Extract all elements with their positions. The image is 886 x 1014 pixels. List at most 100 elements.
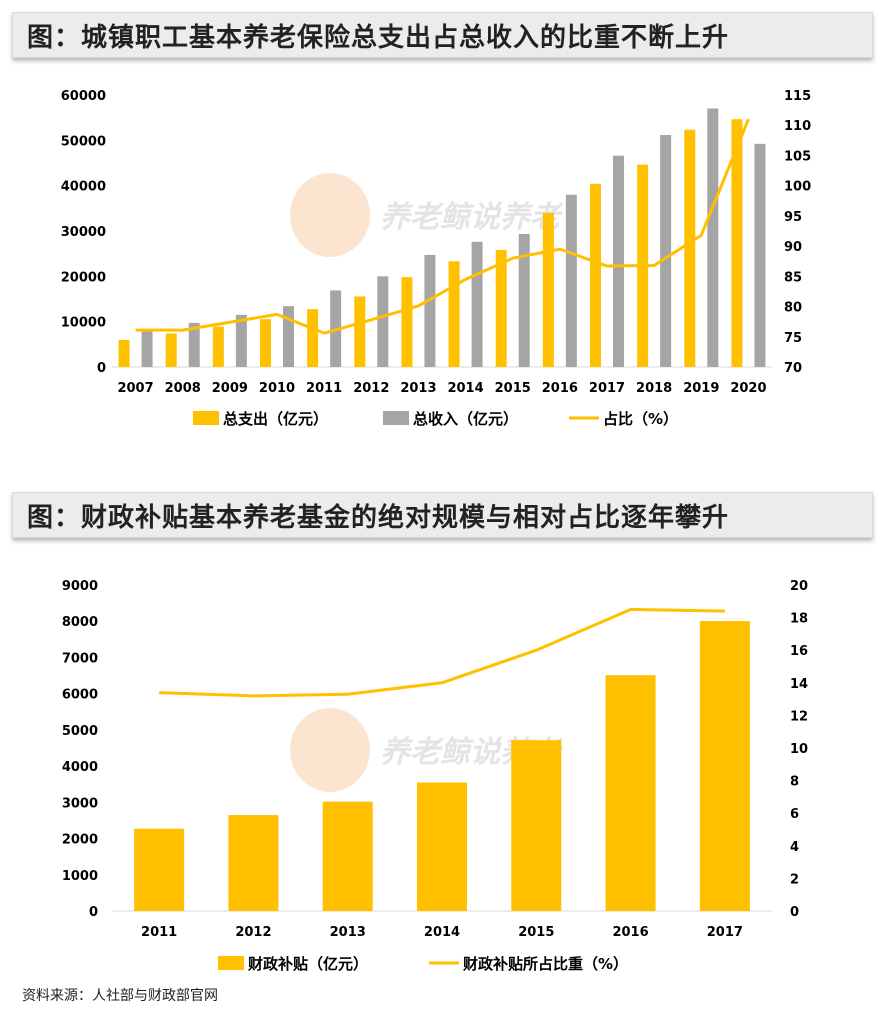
chart1-line-series (135, 118, 750, 335)
chart2-title: 图：财政补贴基本养老基金的绝对规模与相对占比逐年攀升 (27, 502, 730, 533)
chart1-x-tick-label: 2012 (353, 381, 389, 396)
chart1-right-tick-label: 115 (784, 89, 811, 104)
chart1-x-tick-label: 2008 (165, 381, 201, 396)
chart1-bar-secondary (707, 108, 719, 368)
chart2-right-tick-label: 16 (790, 644, 808, 659)
chart1-left-tick-label: 50000 (61, 134, 106, 149)
chart1-right-tick-label: 100 (784, 180, 811, 195)
chart1-bar-secondary (754, 143, 766, 367)
chart1-x-tick-label: 2014 (447, 381, 483, 396)
chart1-title: 图：城镇职工基本养老保险总支出占总收入的比重不断上升 (27, 22, 730, 53)
chart2-left-tick-label: 4000 (62, 760, 98, 775)
chart2-right-tick-label: 14 (790, 677, 808, 692)
chart1-bar-secondary (565, 194, 577, 367)
chart2-x-tick-label: 2014 (424, 925, 460, 940)
chart1-x-tick-label: 2010 (259, 381, 295, 396)
chart2-title-bar: 图：财政补贴基本养老基金的绝对规模与相对占比逐年攀升 (12, 492, 873, 538)
chart2-right-tick-label: 8 (790, 775, 799, 790)
chart1-bar-primary (401, 277, 413, 367)
chart1-right-tick-label: 95 (784, 210, 802, 225)
chart1-title-bar: 图：城镇职工基本养老保险总支出占总收入的比重不断上升 (12, 12, 873, 58)
chart1-bar-secondary (660, 135, 672, 367)
chart2-legend-label: 财政补贴（亿元） (248, 955, 368, 973)
chart1-bar-secondary (613, 155, 624, 367)
chart1-right-tick-label: 110 (784, 119, 811, 134)
chart2-right-tick-label: 18 (790, 612, 808, 627)
chart2-x-tick-label: 2017 (707, 925, 743, 940)
chart2-line-series (159, 607, 725, 698)
chart2-bar-primary (511, 740, 562, 911)
chart1-x-tick-label: 2018 (636, 381, 672, 396)
chart1-bar-primary (165, 333, 177, 367)
chart1-x-tick-label: 2011 (306, 381, 342, 396)
chart1-bar-secondary (283, 306, 294, 367)
chart1-bar-secondary (235, 314, 247, 367)
chart1-legend-swatch (383, 411, 409, 425)
chart1-right-tick-label: 105 (784, 149, 811, 164)
chart1-x-tick-label: 2017 (589, 381, 625, 396)
chart1-legend-swatch (193, 411, 219, 425)
chart1-legend-label: 总支出（亿元） (223, 410, 328, 428)
chart2-left-tick-label: 8000 (62, 615, 98, 630)
chart1-bar-primary (354, 296, 366, 367)
chart2-left-tick-label: 7000 (62, 651, 98, 666)
chart1-watermark-whale-icon (290, 173, 370, 257)
chart2-left-tick-label: 3000 (62, 796, 98, 811)
chart2-right-tick-label: 0 (790, 905, 799, 920)
chart1-svg: 养老鲸说养老 60000 50000 40000 30000 20000 10000 0 115… (61, 89, 811, 428)
chart2-left-tick-label: 5000 (62, 724, 98, 739)
chart2-left-tick-label: 1000 (62, 869, 98, 884)
chart2-right-tick-label: 6 (790, 807, 799, 822)
chart2-left-tick-label: 9000 (62, 579, 98, 594)
chart1-right-tick-label: 85 (784, 270, 802, 285)
chart2-bar-primary (228, 815, 279, 911)
chart1-left-tick-label: 20000 (61, 270, 106, 285)
chart1-x-tick-label: 2020 (730, 381, 766, 396)
chart2-svg: 养老鲸说养老9000800070006000500040003000200010… (62, 579, 808, 973)
chart2-x-tick-label: 2016 (612, 925, 648, 940)
chart1-right-tick-label: 80 (784, 301, 802, 316)
chart2-right-tick-label: 12 (790, 709, 808, 724)
chart1-x-tick-label: 2016 (542, 381, 578, 396)
chart2-bar-primary (605, 675, 656, 911)
chart1-bar-secondary (377, 276, 389, 367)
chart2-left-tick-label: 2000 (62, 833, 98, 848)
chart2-right-tick-label: 2 (790, 872, 799, 887)
chart1-bar-primary (542, 212, 554, 367)
chart2-right-tick-label: 20 (790, 579, 808, 594)
chart1-bar-primary (118, 339, 130, 367)
chart1-x-tick-label: 2015 (495, 381, 531, 396)
chart1-left-tick-label: 30000 (61, 225, 106, 240)
chart1-right-tick-label: 90 (784, 240, 802, 255)
chart2-left-tick-label: 6000 (62, 688, 98, 703)
chart1-watermark-text: 养老鲸说养老 (380, 200, 564, 235)
chart2-bar-primary (134, 828, 185, 911)
chart1-left-tick-label: 0 (97, 361, 106, 376)
chart2-legend-label: 财政补贴所占比重（%） (463, 955, 628, 973)
chart1-bar-primary (731, 119, 743, 367)
chart1-x-tick-label: 2019 (683, 381, 719, 396)
chart1-x-tick-label: 2009 (212, 381, 248, 396)
chart1-bar-primary (307, 309, 319, 367)
source-note: 资料来源：人社部与财政部官网 (22, 988, 218, 1004)
chart1-left-tick-label: 10000 (61, 316, 106, 331)
chart2-x-tick-label: 2012 (235, 925, 271, 940)
chart1-bar-secondary (141, 331, 153, 367)
chart2-right-tick-label: 10 (790, 742, 808, 757)
chart1-bar-primary (684, 129, 696, 367)
chart1-bar-primary (212, 326, 224, 367)
chart1-bar-primary (495, 249, 507, 367)
chart1-x-tick-label: 2007 (117, 381, 153, 396)
chart2-x-tick-label: 2015 (518, 925, 554, 940)
chart1-bar-secondary (471, 241, 483, 367)
chart1-bar-secondary (424, 254, 436, 367)
chart2-left-tick-label: 0 (89, 905, 98, 920)
chart2-watermark-whale-icon (290, 708, 370, 792)
chart1-left-tick-label: 60000 (61, 89, 106, 104)
chart2-bar-primary (417, 782, 467, 911)
chart1-left-tick-label: 40000 (61, 180, 106, 195)
chart1-x-tick-label: 2013 (400, 381, 436, 396)
chart2-x-tick-label: 2011 (141, 925, 177, 940)
chart1-right-tick-label: 75 (784, 331, 802, 346)
chart1-bar-secondary (188, 322, 200, 367)
